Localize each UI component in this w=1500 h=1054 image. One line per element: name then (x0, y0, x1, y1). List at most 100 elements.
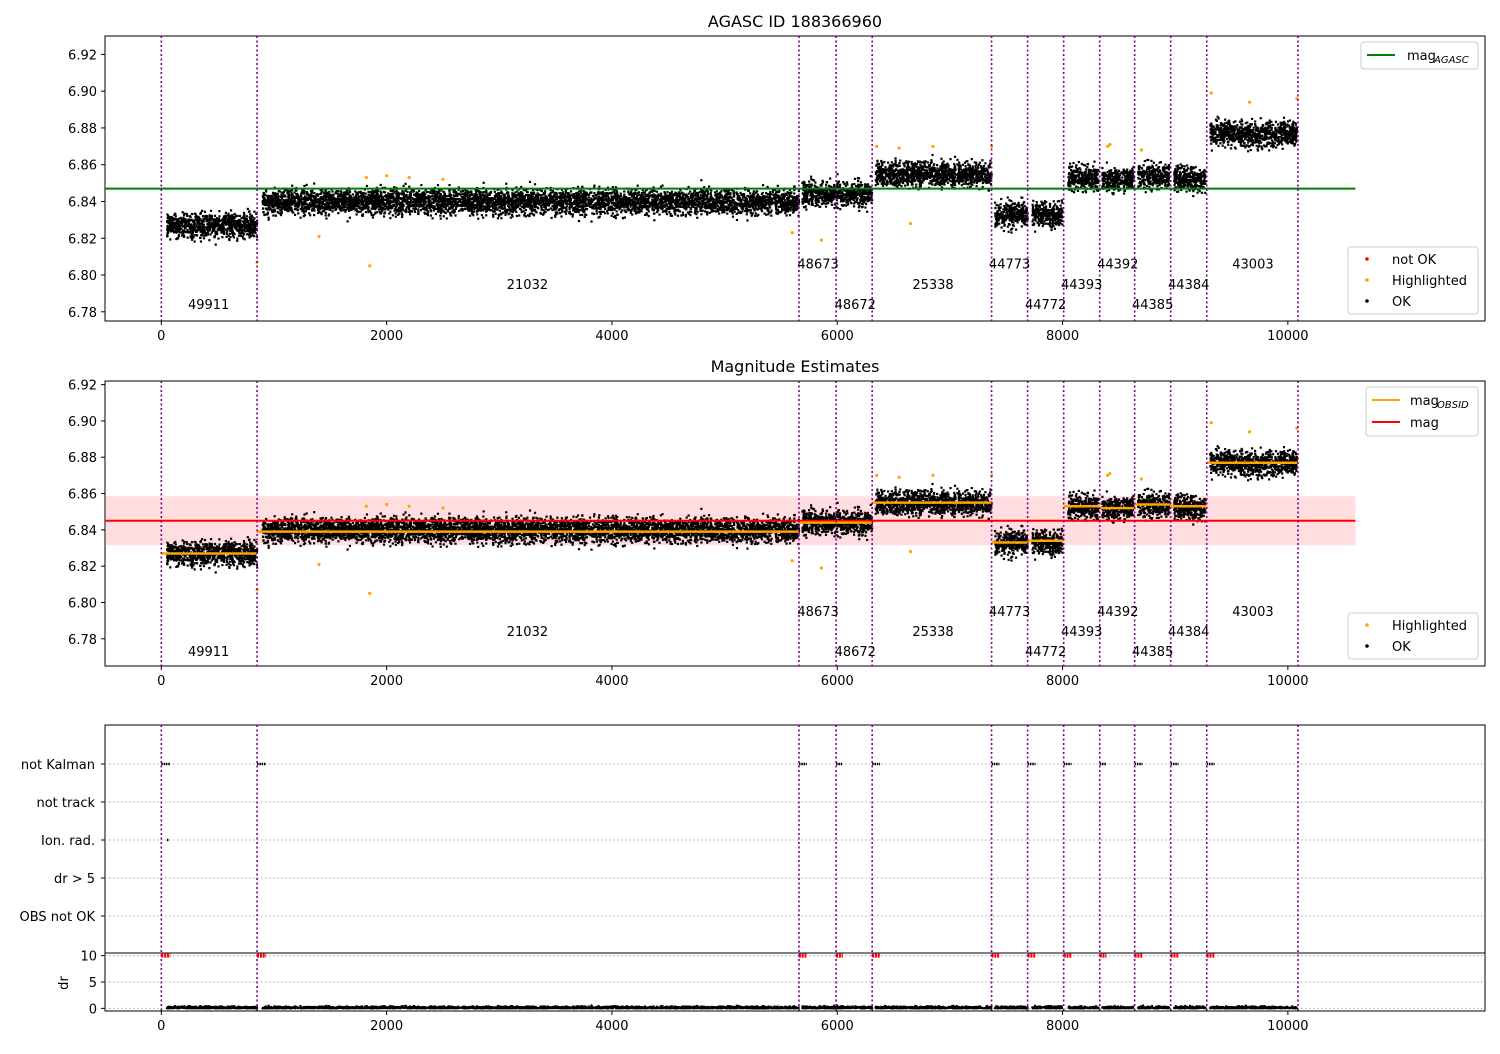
agasc-xtick-label: 2000 (370, 329, 403, 344)
agasc-ytick-label: 6.90 (68, 85, 97, 100)
flag-category-label: dr > 5 (54, 872, 95, 887)
mag-ytick-label: 6.90 (68, 415, 97, 430)
agasc-highlighted-point (1108, 143, 1111, 146)
mag-highlighted-point (931, 474, 934, 477)
agasc-obsid-label: 25338 (912, 278, 953, 293)
agasc-highlighted-point (441, 178, 444, 181)
agasc-xtick-label: 0 (157, 329, 165, 344)
mag-ytick-label: 6.78 (68, 633, 97, 648)
agasc-highlighted-point (385, 174, 388, 177)
agasc-obsid-label: 43003 (1232, 258, 1273, 273)
mag-obsid-label: 49911 (188, 645, 229, 660)
agasc-highlighted-point (317, 235, 320, 238)
agasc-ytick-label: 6.88 (68, 122, 97, 137)
agasc-highlighted-point (1248, 101, 1251, 104)
agasc-ytick-label: 6.86 (68, 159, 97, 174)
mag-obsid-label: 25338 (912, 625, 953, 640)
agasc-obsid-label: 48673 (797, 258, 838, 273)
mag-highlighted-point (791, 559, 794, 562)
agasc-legend-label: Highlighted (1392, 274, 1467, 289)
mag-highlighted-point (385, 503, 388, 506)
mag-highlighted-point (1210, 421, 1213, 424)
mag-ytick-label: 6.88 (68, 451, 97, 466)
flags-xtick-label: 10000 (1267, 1019, 1308, 1034)
mag-xtick-label: 2000 (370, 674, 403, 689)
mag-highlighted-point (365, 505, 368, 508)
agasc-legend-marker (1365, 299, 1369, 303)
mag-highlighted-point (1140, 477, 1143, 480)
agasc-ytick-label: 6.84 (68, 195, 97, 210)
dr-ytick-label: 5 (89, 976, 97, 991)
agasc-obsid-label: 44384 (1168, 278, 1209, 293)
flag-category-label: not Kalman (21, 758, 95, 773)
mag-xtick-label: 6000 (821, 674, 854, 689)
agasc-xtick-label: 4000 (595, 329, 628, 344)
mag-obsid-label: 44772 (1025, 645, 1066, 660)
mag-obsid-label: 44384 (1168, 625, 1209, 640)
agasc-highlighted-point (875, 145, 878, 148)
chart-title-mag-estimates: Magnitude Estimates (711, 357, 880, 376)
agasc-ytick-label: 6.78 (68, 306, 97, 321)
agasc-obsid-label: 48672 (835, 298, 876, 313)
agasc-highlighted-point (898, 147, 901, 150)
mag-legend-label: Highlighted (1392, 619, 1467, 634)
mag-obsid-label: 21032 (507, 625, 548, 640)
agasc-obsid-label: 44392 (1097, 258, 1138, 273)
mag-xtick-label: 0 (157, 674, 165, 689)
mag-obsid-label: 44385 (1132, 645, 1173, 660)
agasc-xtick-label: 8000 (1046, 329, 1079, 344)
mag-legend-label: mag (1410, 416, 1439, 431)
mag-legend-marker (1365, 623, 1369, 627)
agasc-legend-label: OK (1392, 295, 1411, 310)
mag-highlighted-point (1248, 430, 1251, 433)
mag-legend-label: mag (1410, 394, 1439, 409)
agasc-highlighted-point (820, 238, 823, 241)
chart-title-agasc: AGASC ID 188366960 (708, 12, 882, 31)
agasc-ytick-label: 6.82 (68, 232, 97, 247)
agasc-highlighted-point (931, 145, 934, 148)
mag-highlighted-point (909, 550, 912, 553)
agasc-highlighted-point (909, 222, 912, 225)
agasc-legend-marker (1365, 278, 1369, 282)
mag-xtick-label: 4000 (595, 674, 628, 689)
agasc-xtick-label: 6000 (821, 329, 854, 344)
mag-ytick-label: 6.80 (68, 596, 97, 611)
flags-xtick-label: 0 (157, 1019, 165, 1034)
dr-ytick-label: 0 (89, 1002, 97, 1017)
agasc-highlighted-point (368, 264, 371, 267)
agasc-highlighted-point (1140, 148, 1143, 151)
flags-xtick-label: 6000 (821, 1019, 854, 1034)
agasc-highlighted-point (791, 231, 794, 234)
agasc-obsid-label: 44393 (1061, 278, 1102, 293)
agasc-obsid-label: 44772 (1025, 298, 1066, 313)
mag-obsid-label: 44392 (1097, 605, 1138, 620)
agasc-highlighted-point (1210, 91, 1213, 94)
mag-highlighted-point (441, 506, 444, 509)
mag-ytick-label: 6.82 (68, 560, 97, 575)
agasc-highlighted-point (408, 176, 411, 179)
flag-category-label: not track (36, 796, 95, 811)
agasc-legend-sub: AGASC (1433, 55, 1469, 66)
flag-category-label: OBS not OK (20, 910, 96, 925)
flags-xtick-label: 2000 (370, 1019, 403, 1034)
mag-legend-sub: OBSID (1437, 400, 1469, 411)
mag-highlighted-point (368, 592, 371, 595)
agasc-obsid-label: 44385 (1132, 298, 1173, 313)
agasc-obsid-label: 44773 (989, 258, 1030, 273)
flag-category-label: Ion. rad. (41, 834, 95, 849)
agasc-legend-label: mag (1407, 49, 1436, 64)
agasc-obsid-label: 49911 (188, 298, 229, 313)
agasc-obsid-label: 21032 (507, 278, 548, 293)
mag-obsid-label: 48672 (835, 645, 876, 660)
mag-obsid-label: 48673 (797, 605, 838, 620)
mag-ytick-label: 6.84 (68, 524, 97, 539)
mag-legend-marker (1365, 644, 1369, 648)
flags-xtick-label: 8000 (1046, 1019, 1079, 1034)
mag-highlighted-point (875, 474, 878, 477)
mag-xtick-label: 10000 (1267, 674, 1308, 689)
mag-ytick-label: 6.92 (68, 379, 97, 394)
mag-highlighted-point (820, 566, 823, 569)
mag-highlighted-point (1108, 472, 1111, 475)
mag-highlighted-point (408, 505, 411, 508)
